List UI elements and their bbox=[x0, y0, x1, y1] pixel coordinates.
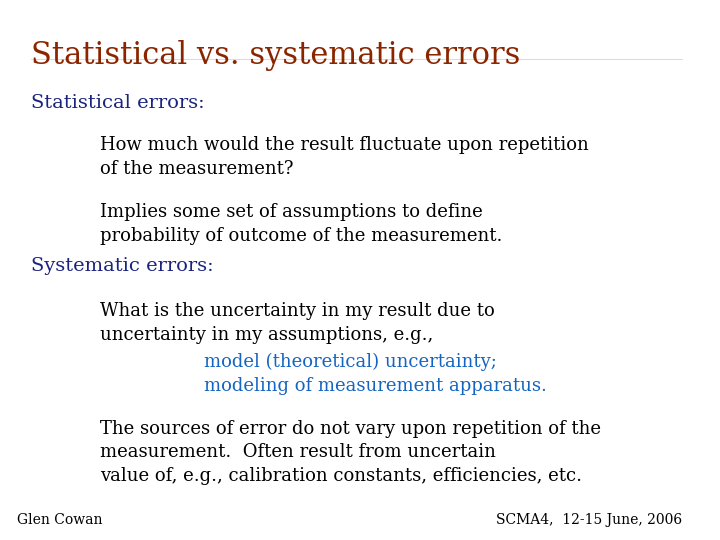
Text: model (theoretical) uncertainty;
modeling of measurement apparatus.: model (theoretical) uncertainty; modelin… bbox=[204, 353, 546, 395]
Text: The sources of error do not vary upon repetition of the
measurement.  Often resu: The sources of error do not vary upon re… bbox=[100, 420, 601, 485]
Text: Systematic errors:: Systematic errors: bbox=[30, 256, 213, 275]
Text: Implies some set of assumptions to define
probability of outcome of the measurem: Implies some set of assumptions to defin… bbox=[100, 203, 503, 245]
Text: SCMA4,  12-15 June, 2006: SCMA4, 12-15 June, 2006 bbox=[496, 512, 683, 526]
Text: Statistical errors:: Statistical errors: bbox=[30, 93, 204, 112]
Text: Statistical vs. systematic errors: Statistical vs. systematic errors bbox=[30, 40, 520, 71]
Text: Glen Cowan: Glen Cowan bbox=[17, 512, 102, 526]
Text: How much would the result fluctuate upon repetition
of the measurement?: How much would the result fluctuate upon… bbox=[100, 137, 588, 178]
Text: What is the uncertainty in my result due to
uncertainty in my assumptions, e.g.,: What is the uncertainty in my result due… bbox=[100, 302, 495, 343]
